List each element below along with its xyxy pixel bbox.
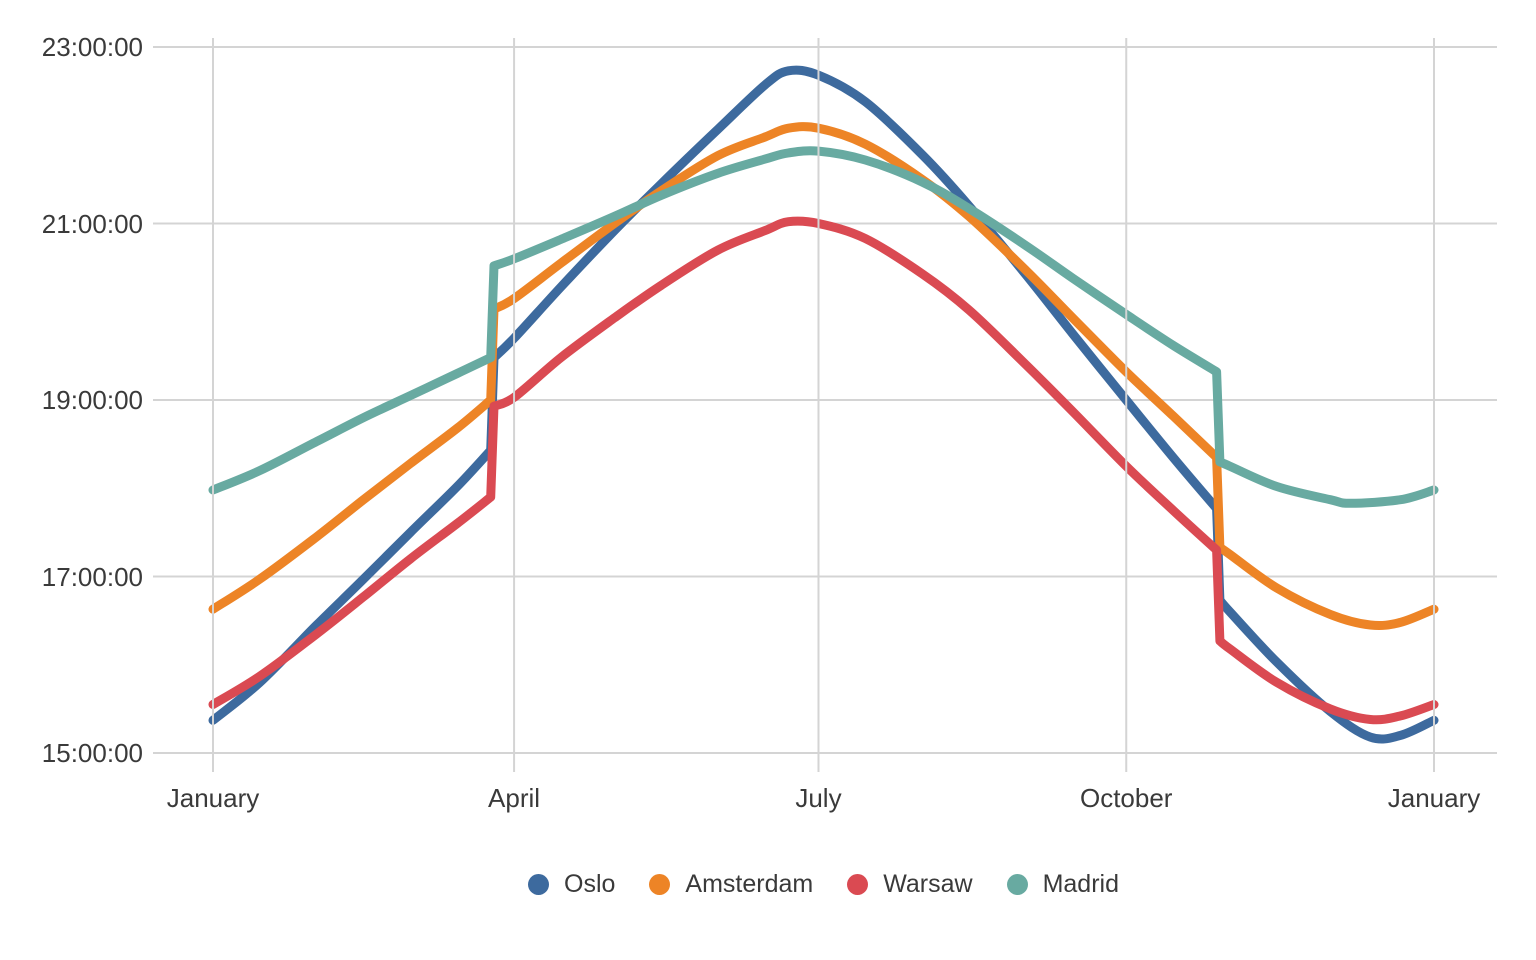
horizontal-gridlines	[153, 46, 1497, 754]
y-tick-label-19:00:00: 19:00:00	[41, 385, 143, 415]
x-tick-label-january-0: January	[166, 783, 260, 813]
legend-label-amsterdam: Amsterdam	[685, 870, 814, 898]
legend-dot-warsaw	[847, 873, 869, 895]
y-tick-label-23:00:00: 23:00:00	[41, 32, 143, 62]
x-tick-label-april-1: April	[488, 783, 541, 813]
legend-item-oslo: Oslo	[528, 870, 615, 898]
x-tick-label-july-2: July	[795, 783, 842, 813]
legend: Oslo Amsterdam Warsaw Madrid	[213, 862, 1434, 906]
legend-label-warsaw: Warsaw	[883, 870, 973, 898]
legend-dot-amsterdam	[649, 873, 671, 895]
legend-item-amsterdam: Amsterdam	[649, 870, 813, 898]
legend-dot-madrid	[1006, 873, 1028, 895]
y-tick-label-17:00:00: 17:00:00	[41, 561, 143, 592]
legend-label-oslo: Oslo	[564, 870, 616, 898]
x-tick-label-january-4: January	[1387, 783, 1481, 813]
x-tick-label-october-3: October	[1079, 783, 1173, 813]
legend-item-warsaw: Warsaw	[847, 870, 973, 898]
y-tick-label-15:00:00: 15:00:00	[41, 738, 143, 768]
vertical-gridlines	[212, 38, 1435, 772]
y-tick-label-21:00:00: 21:00:00	[41, 208, 143, 239]
legend-item-madrid: Madrid	[1006, 870, 1119, 898]
legend-label-madrid: Madrid	[1042, 870, 1119, 898]
legend-dot-oslo	[528, 873, 549, 895]
series-line-madrid	[208, 146, 1439, 508]
series-lines	[208, 65, 1439, 744]
